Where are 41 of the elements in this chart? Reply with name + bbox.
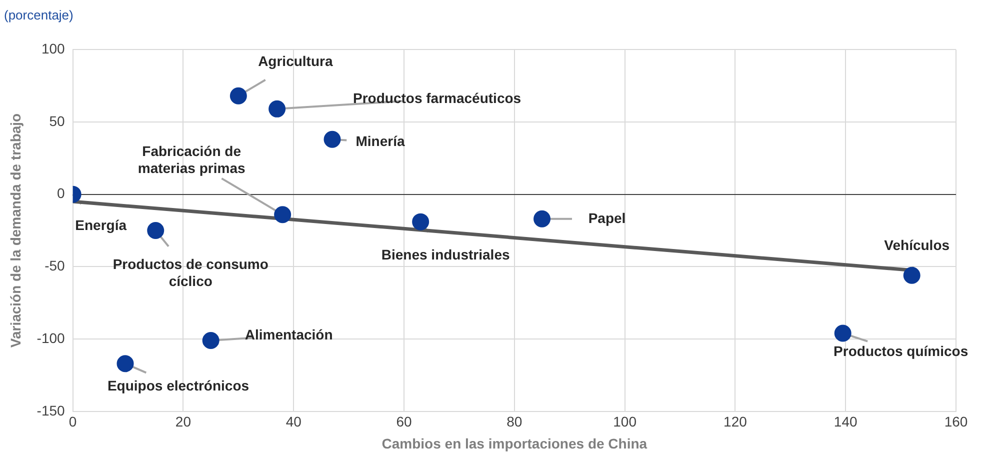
- annotation: Alimentación: [244, 326, 333, 342]
- x-tick-label: 140: [834, 414, 858, 430]
- x-tick-label: 0: [68, 414, 77, 430]
- y-tick-label: 50: [49, 112, 66, 129]
- annotation: Papel: [588, 210, 626, 226]
- point: [274, 206, 292, 224]
- annotation: Minería: [356, 133, 405, 150]
- y-tick-label: 0: [57, 185, 66, 202]
- point: [116, 355, 134, 372]
- point: [834, 324, 852, 342]
- point: [903, 266, 920, 284]
- annotation: Productos farmacéuticos: [353, 90, 522, 106]
- y-tick-label: -100: [36, 330, 66, 346]
- x-axis-title: Cambios en las importaciones de China: [382, 435, 648, 452]
- point: [324, 130, 341, 148]
- annotation: Energía: [75, 217, 127, 234]
- annotation: Productos químicos: [834, 343, 968, 360]
- point: [202, 332, 220, 349]
- point: [412, 213, 430, 230]
- x-tick-label: 60: [396, 414, 412, 430]
- x-tick-label: 40: [286, 414, 302, 430]
- chart-title: (porcentaje): [4, 7, 74, 22]
- point: [230, 87, 247, 104]
- annotation: Vehículos: [884, 237, 950, 254]
- annotation: Equipos electrónicos: [107, 378, 250, 394]
- point: [534, 210, 551, 228]
- x-tick-label: 20: [175, 414, 192, 430]
- x-tick-label: 160: [944, 414, 968, 430]
- point: [268, 100, 286, 118]
- y-axis-title: Variación de la demanda de trabajo: [7, 113, 24, 348]
- annotation: Bienes industriales: [381, 246, 510, 263]
- point: [147, 222, 164, 239]
- y-tick-label: 100: [41, 40, 66, 56]
- annotation: Productos de consumo cíclico: [112, 256, 268, 289]
- x-tick-label: 120: [724, 414, 748, 430]
- annotation: Fabricación de materias primas: [138, 142, 246, 176]
- x-tick-label: 80: [506, 414, 522, 430]
- y-tick-label: -50: [44, 258, 66, 274]
- y-tick-label: -150: [36, 402, 66, 418]
- annotation: Agricultura: [258, 52, 333, 69]
- x-tick-label: 100: [613, 414, 637, 430]
